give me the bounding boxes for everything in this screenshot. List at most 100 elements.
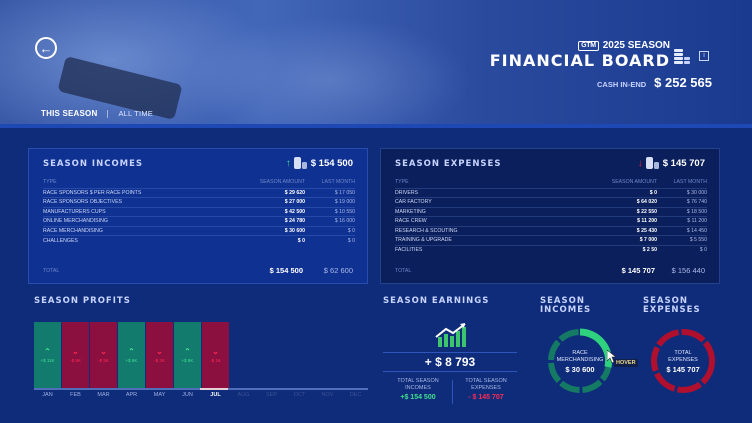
tab-this-season[interactable]: THIS SEASON <box>41 109 98 118</box>
total-season-incomes: TOTAL SEASON INCOMES +$ 154 500 <box>387 378 449 401</box>
month-label: DEC <box>349 392 362 398</box>
total-label: TOTAL <box>395 267 412 274</box>
mouse-cursor-icon <box>607 350 617 364</box>
col-type: TYPE <box>43 178 57 185</box>
expenses-total-value: $ 145 707 <box>662 157 705 169</box>
row-last: $ 0 <box>657 244 707 255</box>
row-last: $ 11 200 <box>657 216 707 226</box>
title-line: INCOMES <box>540 305 592 315</box>
row-type: RACE MERCHANDISING <box>43 225 215 236</box>
expense-donut-chart[interactable] <box>649 327 717 395</box>
chevron-up-icon: ⌃ <box>128 347 135 356</box>
cash-label: CASH IN-END <box>596 80 647 89</box>
row-type: RACE SPONSORS OBJECTIVES <box>43 197 215 207</box>
current-month-marker <box>200 388 228 390</box>
row-type: CHALLENGES <box>43 235 215 245</box>
incomes-table: TYPE SEASON AMOUNT LAST MONTH RACE SPONS… <box>43 178 355 245</box>
divider <box>452 380 453 404</box>
row-last: $ 5 550 <box>657 235 707 245</box>
cash-in-end: CASH IN-END $ 252 565 <box>597 75 712 90</box>
season-label: 2025 SEASON <box>602 40 670 51</box>
month-label: APR <box>125 392 138 398</box>
bar-value: -$ 8K <box>70 358 81 363</box>
profit-bar-feb[interactable]: ⌄ -$ 8K <box>62 322 89 388</box>
table-row: FACILITIES $ 2 50 $ 0 <box>395 244 707 255</box>
row-amount: $ 0 <box>567 187 657 198</box>
coin-stack-icon <box>674 49 690 64</box>
table-row: MARKETING $ 22 550 $ 18 500 <box>395 206 707 217</box>
profit-bar-jun[interactable]: ⌃ +$ 8K <box>174 322 201 388</box>
arrow-left-icon: ← <box>39 40 53 56</box>
table-row: TRAINING & UPGRADE $ 7 000 $ 5 550 <box>395 235 707 245</box>
row-last: $ 17 050 <box>305 187 355 198</box>
chevron-up-icon: ⌃ <box>184 347 191 356</box>
cash-value: $ 252 565 <box>654 75 712 90</box>
chevron-down-icon: ⌄ <box>156 347 163 356</box>
title-line: EXPENSES <box>643 305 701 315</box>
season-expenses-panel: SEASON EXPENSES ↓ $ 145 707 TYPE SEASON … <box>380 148 720 284</box>
row-type: FACILITIES <box>395 244 567 255</box>
title-line: SEASON <box>643 296 688 306</box>
col-last-month: LAST MONTH <box>321 178 355 185</box>
row-amount: $ 64 020 <box>567 197 657 207</box>
row-last: $ 19 000 <box>305 197 355 207</box>
row-type: DRIVERS <box>395 187 567 198</box>
row-amount: $ 27 000 <box>215 197 305 207</box>
row-amount: $ 30 600 <box>215 225 305 236</box>
row-type: MARKETING <box>395 206 567 217</box>
profit-bar-may[interactable]: ⌄ -$ 2K <box>146 322 173 388</box>
row-amount: $ 11 200 <box>567 216 657 226</box>
col-type: TYPE <box>395 178 409 185</box>
hover-tooltip: HOVER <box>614 359 638 367</box>
table-row: CAR FACTORY $ 64 020 $ 76 740 <box>395 197 707 207</box>
month-label: JUN <box>182 392 193 398</box>
arrow-down-icon: ↓ <box>637 157 643 169</box>
row-amount: $ 7 000 <box>567 235 657 245</box>
row-last: $ 30 000 <box>657 187 707 198</box>
month-label: SEP <box>265 392 277 398</box>
month-label: JAN <box>42 392 53 398</box>
header-banner: ← THIS SEASON ALL TIME GTM 2025 SEASON F… <box>0 0 752 128</box>
coin-stack-icon <box>293 157 307 169</box>
season-tabs: THIS SEASON ALL TIME <box>41 109 153 118</box>
profit-bar-apr[interactable]: ⌃ +$ 6K <box>118 322 145 388</box>
col-season-amount: SEASON AMOUNT <box>611 178 657 185</box>
chevron-down-icon: ⌄ <box>100 347 107 356</box>
month-label: AUG <box>237 392 250 398</box>
bar-value: -$ 2K <box>154 358 165 363</box>
title-line: SEASON <box>540 296 585 306</box>
panel-title: SEASON INCOMES <box>43 159 144 169</box>
income-donut-chart[interactable] <box>546 327 614 395</box>
expenses-value: - $ 145 707 <box>468 394 504 401</box>
tab-all-time[interactable]: ALL TIME <box>118 109 153 118</box>
row-amount: $ 42 500 <box>215 206 305 217</box>
total-last-month: $ 156 440 <box>671 266 705 275</box>
incomes-label: TOTAL SEASON INCOMES <box>397 378 439 391</box>
growth-chart-icon <box>435 323 466 347</box>
col-season-amount: SEASON AMOUNT <box>259 178 305 185</box>
bar-value: +$ 8K <box>181 358 194 363</box>
incomes-total-value: $ 154 500 <box>310 157 353 169</box>
info-icon[interactable]: i <box>699 51 709 61</box>
profit-bar-jul[interactable]: ⌄ -$ 1K <box>202 322 229 388</box>
row-last: $ 14 450 <box>657 225 707 236</box>
total-label: TOTAL <box>43 267 60 274</box>
incomes-total-head: ↑ $ 154 500 <box>286 157 353 169</box>
bar-value: +$ 11K <box>40 358 55 363</box>
incomes-total-row: TOTAL $ 154 500 $ 62 600 <box>43 266 353 275</box>
season-earnings-value: + $ 8 793 <box>424 355 476 369</box>
profit-bar-jan[interactable]: ⌃ +$ 11K <box>34 322 61 388</box>
row-type: CAR FACTORY <box>395 197 567 207</box>
table-row: DRIVERS $ 0 $ 30 000 <box>395 187 707 198</box>
row-type: RACE SPONSORS $ PER RACE POINTS <box>43 187 215 198</box>
row-type: MANUFACTURERS CUPS <box>43 206 215 217</box>
season-earnings-title: SEASON EARNINGS <box>383 296 490 306</box>
month-label: FEB <box>70 392 81 398</box>
chevron-down-icon: ⌄ <box>72 347 79 356</box>
expenses-label: TOTAL SEASON EXPENSES <box>465 378 507 391</box>
month-label: MAY <box>153 392 166 398</box>
center-label: EXPENSES <box>668 357 698 363</box>
total-last-month: $ 62 600 <box>323 266 353 275</box>
back-button[interactable]: ← <box>35 37 57 59</box>
profit-bar-mar[interactable]: ⌄ -$ 5K <box>90 322 117 388</box>
